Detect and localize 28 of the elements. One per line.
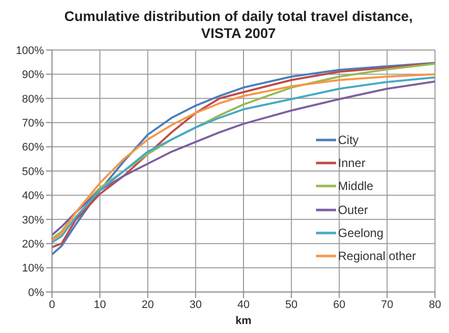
x-tick-label: 50 bbox=[285, 298, 298, 311]
y-tick-label: 40% bbox=[22, 190, 44, 202]
x-tick-label: 80 bbox=[428, 298, 442, 311]
x-tick-label: 20 bbox=[142, 298, 154, 311]
y-tick-label: 100% bbox=[16, 44, 44, 57]
x-tick-label: 60 bbox=[333, 298, 346, 311]
x-tick-label: 40 bbox=[237, 298, 250, 311]
x-tick-label: 70 bbox=[381, 298, 394, 311]
y-tick-label: 60% bbox=[22, 142, 44, 154]
y-tick-label: 80% bbox=[22, 93, 44, 106]
y-tick-label: 30% bbox=[22, 214, 44, 226]
x-axis-title: km bbox=[236, 315, 252, 327]
y-tick-label: 0% bbox=[28, 286, 44, 299]
legend-label: Outer bbox=[338, 202, 368, 217]
legend-label: Inner bbox=[338, 156, 366, 170]
legend-label: Middle bbox=[338, 179, 374, 194]
y-tick-label: 90% bbox=[22, 69, 44, 82]
legend-label: Geelong bbox=[338, 226, 384, 240]
chart-title: Cumulative distribution of daily total travel distance, VISTA 2007 bbox=[63, 8, 414, 42]
legend-label: City bbox=[338, 132, 359, 147]
x-tick-label: 30 bbox=[190, 298, 202, 311]
y-tick-label: 70% bbox=[22, 118, 44, 130]
y-tick-label: 20% bbox=[22, 238, 44, 251]
x-tick-label: 0 bbox=[48, 298, 56, 311]
legend-label: Regional other bbox=[338, 249, 416, 264]
y-tick-label: 10% bbox=[22, 262, 44, 275]
x-tick-label: 10 bbox=[94, 298, 106, 311]
y-tick-label: 50% bbox=[22, 166, 44, 178]
